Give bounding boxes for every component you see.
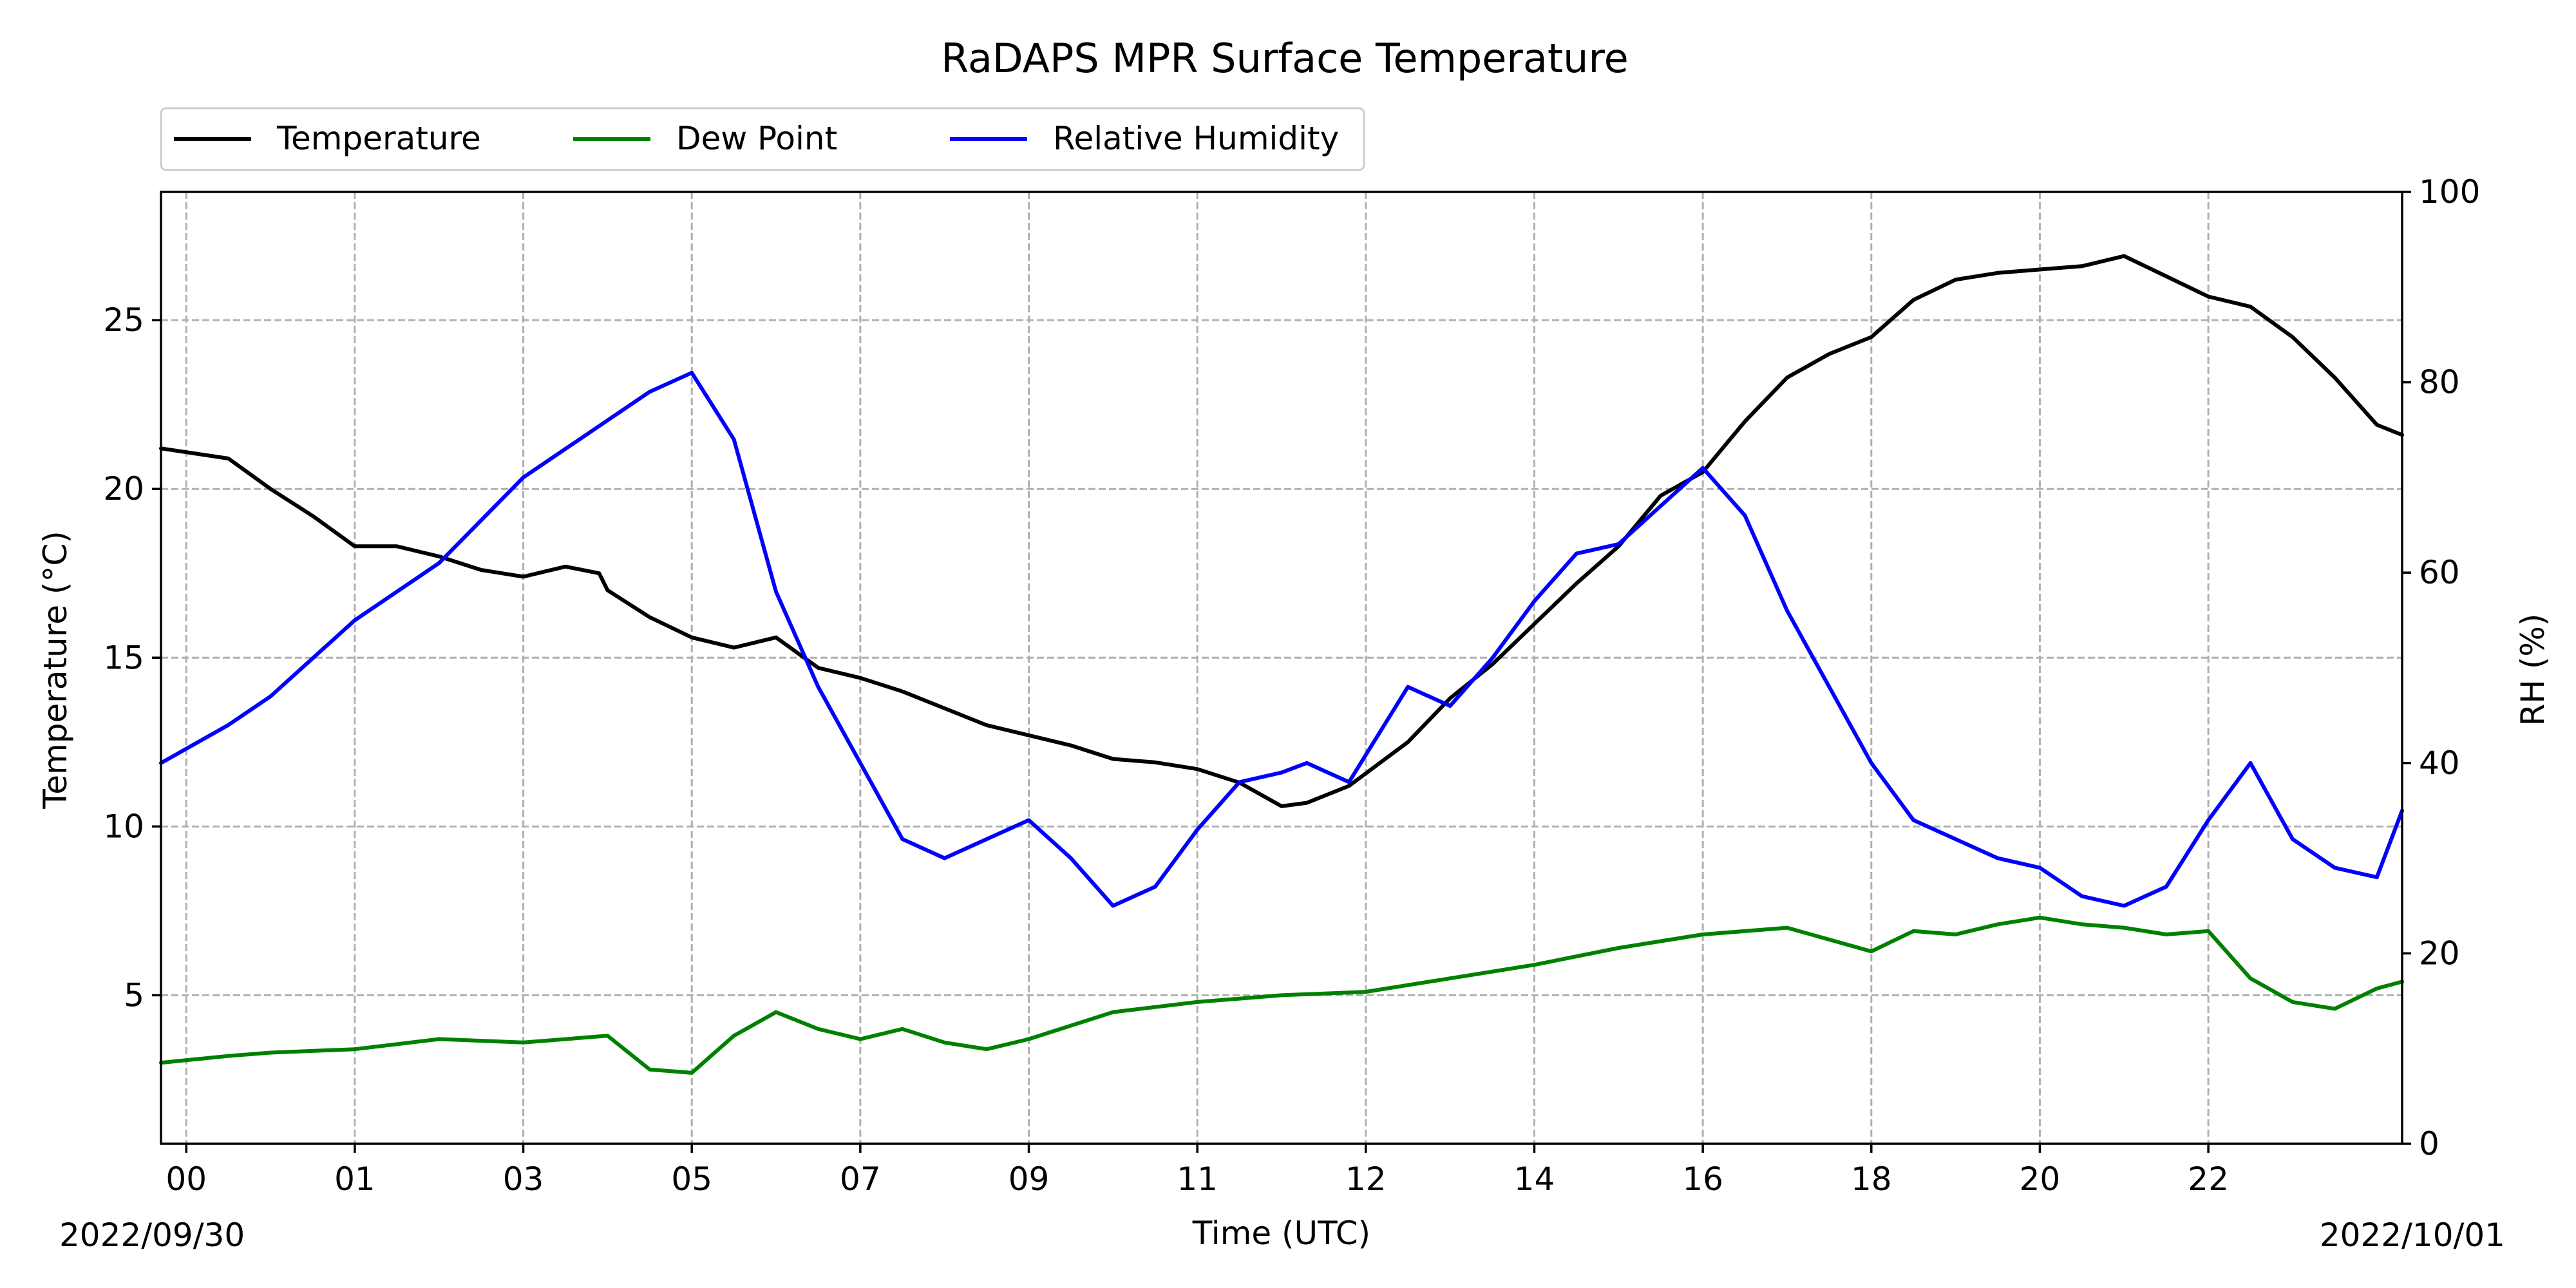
x-tick-label: 09 bbox=[1009, 1160, 1050, 1198]
y-axis-left-label: Temperature (°C) bbox=[37, 531, 74, 810]
legend-box bbox=[160, 107, 1365, 171]
y-axis-right-label: RH (%) bbox=[2514, 614, 2552, 726]
series-layer bbox=[159, 254, 2404, 1075]
legend: Temperature Dew Point Relative Humidity bbox=[160, 107, 1365, 171]
x-axis-label: Time (UTC) bbox=[1192, 1215, 1370, 1252]
series-line-dew-point bbox=[159, 915, 2404, 1075]
x-tick-label: 03 bbox=[503, 1160, 544, 1198]
x-tick-label: 20 bbox=[2020, 1160, 2061, 1198]
y-right-tick-label: 60 bbox=[2419, 554, 2460, 591]
date-end-label: 2022/10/01 bbox=[2320, 1217, 2505, 1254]
x-tick-label: 00 bbox=[166, 1160, 207, 1198]
series-line-temperature bbox=[159, 254, 2404, 808]
legend-label-relative-humidity: Relative Humidity bbox=[1053, 120, 1339, 157]
grid bbox=[161, 192, 2402, 1144]
y-left-tick-label: 15 bbox=[103, 639, 144, 676]
y-axis-left: 5 10 15 20 25 bbox=[103, 301, 161, 1014]
legend-label-dew-point: Dew Point bbox=[676, 120, 837, 157]
x-tick-label: 14 bbox=[1514, 1160, 1555, 1198]
x-tick-label: 11 bbox=[1177, 1160, 1218, 1198]
legend-label-temperature: Temperature bbox=[276, 120, 481, 157]
legend-entry-dew-point: Dew Point bbox=[573, 120, 837, 157]
x-tick-label: 05 bbox=[671, 1160, 712, 1198]
y-right-tick-label: 0 bbox=[2419, 1125, 2439, 1162]
y-left-tick-label: 10 bbox=[103, 808, 144, 845]
x-tick-label: 07 bbox=[840, 1160, 881, 1198]
y-left-tick-label: 25 bbox=[103, 301, 144, 339]
x-tick-label: 01 bbox=[334, 1160, 375, 1198]
series-line-relative-humidity bbox=[159, 370, 2404, 908]
x-tick-label: 16 bbox=[1682, 1160, 1723, 1198]
x-tick-label: 22 bbox=[2188, 1160, 2229, 1198]
x-tick-label: 18 bbox=[1851, 1160, 1892, 1198]
plot-frame bbox=[160, 191, 2403, 1145]
y-right-tick-label: 100 bbox=[2419, 173, 2480, 211]
chart-title: RaDAPS MPR Surface Temperature bbox=[941, 35, 1629, 82]
y-right-tick-label: 80 bbox=[2419, 364, 2460, 401]
legend-entry-temperature: Temperature bbox=[174, 120, 481, 157]
date-start-label: 2022/09/30 bbox=[59, 1217, 245, 1254]
y-right-tick-label: 20 bbox=[2419, 934, 2460, 972]
x-tick-label: 12 bbox=[1345, 1160, 1387, 1198]
y-left-tick-label: 20 bbox=[103, 470, 144, 507]
y-left-tick-label: 5 bbox=[124, 976, 144, 1014]
legend-entry-relative-humidity: Relative Humidity bbox=[950, 120, 1339, 157]
x-axis: 00 01 03 05 07 09 11 12 14 16 18 20 22 bbox=[166, 1144, 2229, 1198]
y-axis-right: 0 20 40 60 80 100 bbox=[2402, 173, 2480, 1162]
y-right-tick-label: 40 bbox=[2419, 744, 2460, 782]
